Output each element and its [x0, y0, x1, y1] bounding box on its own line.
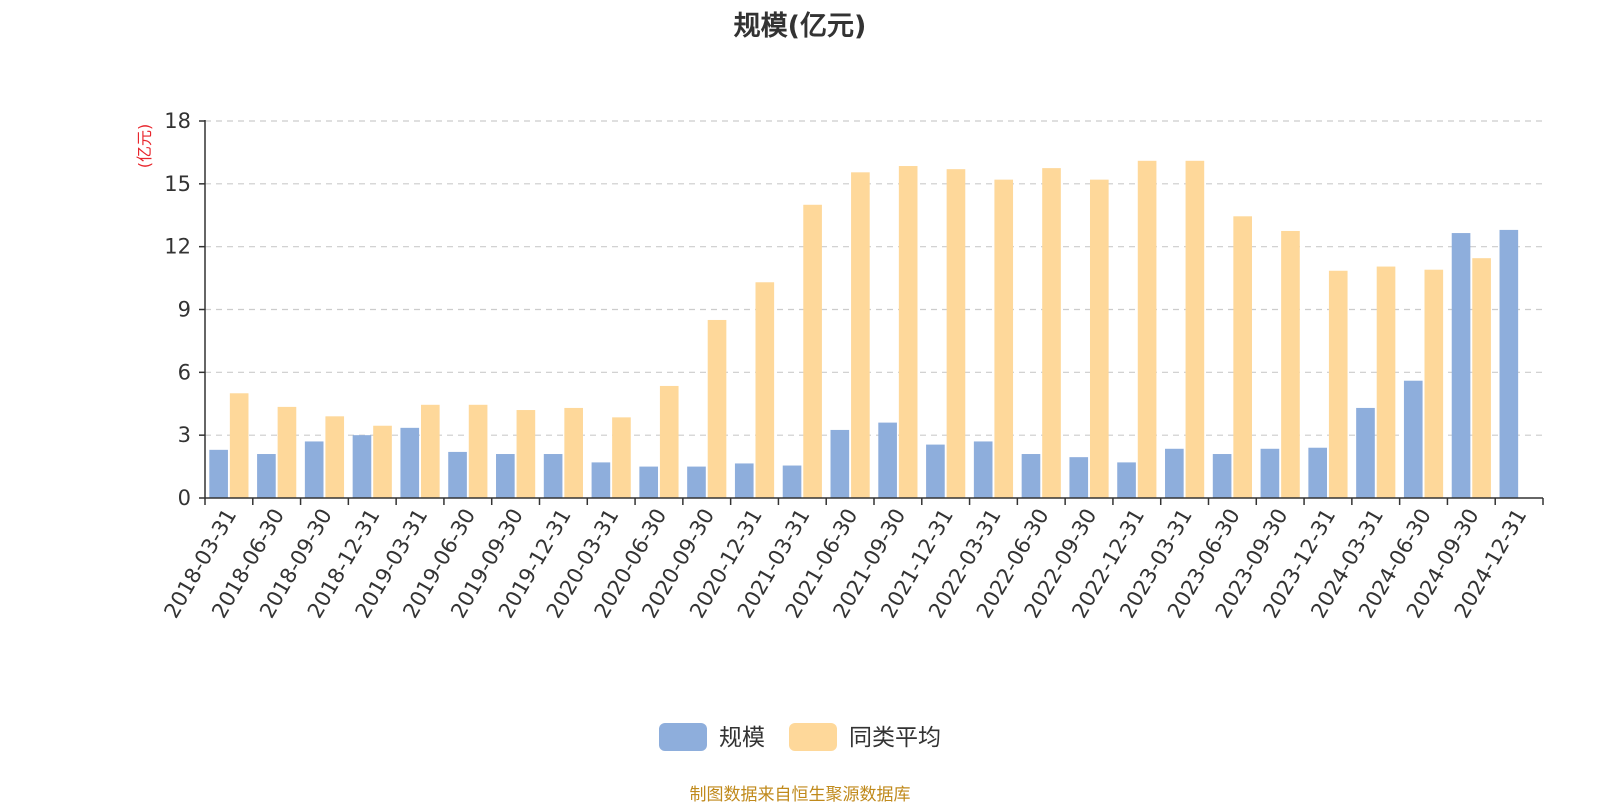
bar-scale — [1356, 407, 1375, 498]
bar-scale — [782, 465, 802, 498]
bar-peer-average — [898, 166, 918, 498]
bar-peer-average — [516, 410, 536, 498]
bar-peer-average — [851, 172, 870, 498]
bar-scale — [687, 466, 706, 498]
bar-peer-average — [1233, 216, 1252, 498]
bar-scale — [1308, 447, 1328, 498]
bar-peer-average — [994, 179, 1014, 498]
source-note: 制图数据来自恒生聚源数据库 — [689, 785, 911, 805]
bars — [209, 160, 1519, 499]
bar-peer-average — [1185, 160, 1205, 499]
bar-peer-average — [1376, 266, 1396, 498]
y-tick-label: 18 — [164, 109, 191, 133]
legend-swatch-peer-average — [789, 723, 837, 751]
bar-scale — [1021, 454, 1041, 498]
legend: 规模 同类平均 — [659, 723, 941, 751]
bar-scale — [1499, 229, 1519, 498]
bar-peer-average — [373, 425, 392, 498]
bar-scale — [1212, 454, 1232, 498]
bar-peer-average — [229, 393, 249, 498]
bar-peer-average — [1328, 270, 1348, 498]
bar-peer-average — [755, 282, 775, 498]
bar-scale — [1451, 233, 1471, 498]
legend-label: 同类平均 — [849, 725, 941, 751]
y-tick-label: 12 — [164, 235, 191, 259]
bar-peer-average — [420, 404, 440, 498]
bar-scale — [878, 422, 897, 498]
bar-peer-average — [325, 416, 345, 498]
bar-scale — [209, 449, 228, 498]
y-axis: 0 3 6 9 12 15 18 — [164, 109, 206, 510]
chart-title: 规模(亿元) — [733, 11, 867, 42]
bar-peer-average — [1089, 179, 1109, 498]
bar-scale — [1117, 462, 1136, 498]
y-tick-label: 15 — [164, 172, 191, 196]
bar-scale — [448, 451, 467, 498]
bar-scale — [639, 466, 659, 498]
y-tick-label: 3 — [178, 423, 191, 447]
bar-peer-average — [1137, 160, 1157, 499]
bar-scale — [1165, 448, 1184, 498]
x-axis: 2018-03-312018-06-302018-09-302018-12-31… — [159, 497, 1544, 622]
bar-peer-average — [803, 204, 822, 498]
bar-scale — [591, 462, 611, 498]
y-tick-label: 0 — [178, 486, 191, 510]
bar-peer-average — [564, 407, 583, 498]
bar-peer-average — [946, 169, 966, 498]
bar-peer-average — [468, 404, 488, 498]
bar-scale — [973, 441, 993, 498]
bar-peer-average — [1042, 168, 1061, 498]
bar-scale — [1403, 380, 1423, 498]
bar-peer-average — [612, 417, 631, 498]
legend-swatch-scale — [659, 723, 707, 751]
bar-scale — [830, 429, 850, 498]
bar-peer-average — [1281, 230, 1300, 499]
bar-scale — [304, 441, 324, 498]
bar-scale — [926, 444, 945, 498]
bar-scale — [400, 427, 420, 498]
bar-peer-average — [1472, 258, 1491, 498]
bar-scale — [543, 454, 563, 498]
bar-peer-average — [707, 319, 727, 498]
y-axis-unit-label: (亿元) — [135, 124, 154, 169]
bar-peer-average — [277, 406, 297, 498]
bar-peer-average — [659, 385, 679, 498]
y-tick-label: 6 — [178, 360, 191, 384]
bar-peer-average — [1424, 269, 1444, 498]
bar-scale — [734, 463, 754, 498]
bar-scale — [1069, 457, 1089, 498]
bar-scale — [496, 454, 515, 498]
bar-scale — [1260, 448, 1280, 498]
bar-scale — [352, 435, 372, 498]
legend-label: 规模 — [719, 725, 765, 751]
bar-scale — [257, 454, 276, 498]
y-tick-label: 9 — [178, 298, 191, 322]
